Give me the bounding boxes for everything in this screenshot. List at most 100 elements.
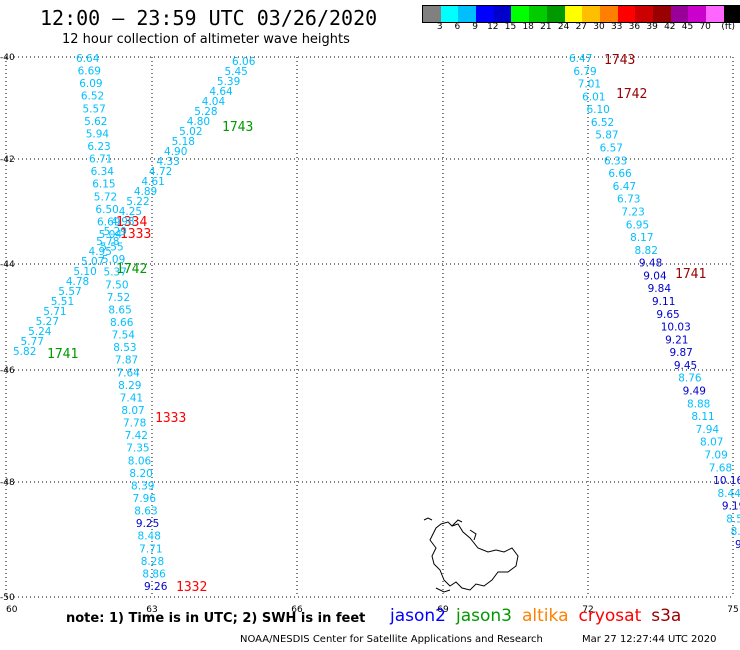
satellite-legend: jason2 jason3 altika cryosat s3a [390,606,681,626]
lat-label: -46 [0,366,15,376]
wave-height-value: 6.50 [95,204,118,216]
wave-height-value: 5.87 [595,130,618,142]
wave-height-value: 6.47 [613,181,636,193]
wave-height-value: 8.44 [718,488,740,500]
pass-time-label: 1741 [675,267,706,282]
wave-height-value: 8.17 [630,232,653,244]
wave-height-value: 7.35 [126,443,149,455]
wave-height-value: 5.78 [96,236,119,248]
wave-height-value: 4.64 [209,86,233,98]
legend-tick-label: 3 [436,22,443,32]
legend-swatch [599,6,618,22]
wave-height-value: 7.09 [704,449,727,461]
wave-height-value: 6.33 [604,155,627,167]
wave-height-value: 8.82 [635,245,658,257]
wave-height-value: 6.09 [79,78,102,90]
legend-tick-label: 39 [646,22,658,32]
legend-swatch [688,6,706,22]
wave-height-value: 7.71 [139,543,162,555]
wave-height-value: 8.29 [118,380,141,392]
wave-height-value: 5.09 [102,254,125,266]
satellite-name-altika: altika [522,606,569,626]
legend-tick-label: 9 [472,22,478,32]
legend-swatch [458,6,477,22]
wave-height-value: 8.59 [726,513,740,525]
kerguelen-island-outline [423,517,519,593]
map-title: 12:00 – 23:59 UTC 03/26/2020 [40,6,378,30]
lon-label: 60 [6,605,18,615]
satellite-name-jason2: jason2 [390,606,446,626]
wave-height-value: 6.10 [586,104,609,116]
wave-height-value: 7.54 [112,330,136,342]
wave-height-value: 5.55 [100,242,123,254]
footer-note: note: 1) Time is in UTC; 2) SWH is in fe… [66,611,366,626]
lon-label: 72 [582,605,593,615]
wave-height-value: 9.21 [665,334,688,346]
legend-tick-label: 18 [522,22,534,32]
lat-label: -48 [0,478,15,488]
wave-height-value: 4.95 [89,246,112,258]
wave-height-value: 8.28 [141,556,164,568]
wave-height-value: 9.48 [639,258,662,270]
legend-tick-label: 70 [699,22,711,32]
satellite-tracks: 6.646.696.096.525.575.625.946.236.716.34… [13,53,740,595]
wave-height-value: 6.47 [569,53,592,65]
wave-height-value: 8.39 [131,480,154,492]
wave-height-value: 6.69 [97,216,120,228]
map-subtitle: 12 hour collection of altimeter wave hei… [62,32,350,47]
legend-swatch [706,6,724,22]
wave-height-value: 9.19 [722,501,740,513]
lon-label: 66 [291,605,303,615]
wave-height-value: 7.96 [133,493,157,505]
wave-height-value: 5.57 [58,286,81,298]
wave-height-value: 5.39 [217,76,240,88]
wave-height-value: 5.51 [51,296,74,308]
pass-time-label: 1743 [222,120,253,135]
wave-height-value: 5.37 [104,267,127,279]
wave-height-value: 5.45 [224,66,247,78]
legend-swatch [423,6,441,22]
wave-height-value: 7.52 [107,292,130,304]
wave-height-value: 4.25 [119,206,142,218]
lat-label: -40 [0,53,15,63]
wave-height-value: 8.07 [700,437,723,449]
pass-time-label: 1742 [116,262,147,277]
legend-tick-label: 45 [681,22,694,32]
legend-swatch [723,6,740,22]
wave-height-value: 5.22 [126,196,149,208]
wave-height-value: 8.07 [121,405,144,417]
wave-height-value: 4.90 [164,146,187,158]
wave-height-value: 7.87 [115,355,138,367]
wave-height-value: 8.86 [142,568,166,580]
wave-height-value: 8.63 [134,506,157,518]
wave-height-value: 5.82 [13,346,36,358]
wave-height-value: 5.94 [86,128,110,140]
wave-height-value: 5.10 [73,266,96,278]
legend-tick-label: 30 [593,22,605,32]
wave-height-value: 4.98 [111,216,134,228]
wave-height-value: 9.65 [656,309,679,321]
legend-swatch [440,6,459,22]
wave-height-value: 8.66 [110,317,134,329]
legend-swatch [564,6,583,22]
wave-height-value: 5.72 [94,191,117,203]
legend-swatch [670,6,689,22]
wave-height-value: 5.02 [179,126,202,138]
wave-height-value: 6.64 [76,53,100,65]
legend-swatch [582,6,600,22]
wave-height-value: 6.57 [600,143,623,155]
legend-tick-label: 21 [540,22,552,32]
wave-height-value: 5.07 [81,256,104,268]
wave-height-value: 6.95 [626,219,649,231]
legend-swatch [546,6,565,22]
legend-tick-label: 24 [557,22,570,32]
wave-height-value: 5.62 [84,116,107,128]
wave-height-value: 8.76 [678,373,702,385]
pass-time-label: 1743 [604,53,635,68]
wave-height-value: 8.8 [731,526,740,538]
legend-swatch [511,6,530,22]
wave-height-value: 10.16 [713,475,740,487]
wave-height-value: 5.18 [172,136,195,148]
wave-height-value: 6.52 [81,91,104,103]
